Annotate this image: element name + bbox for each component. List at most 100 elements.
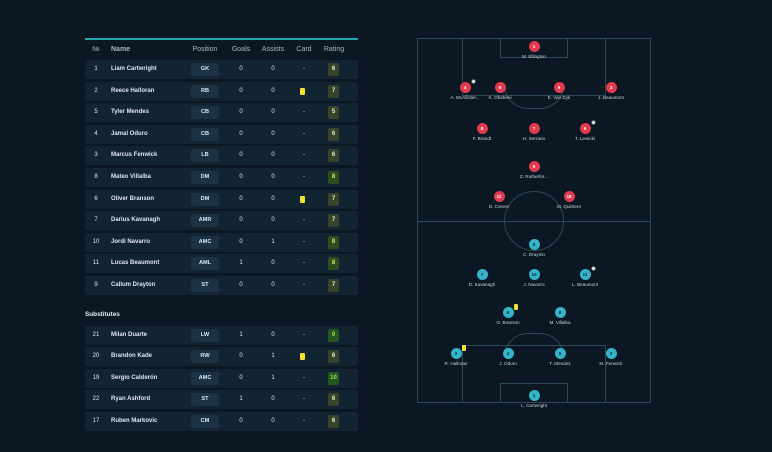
player-goals: 0 bbox=[239, 66, 243, 72]
player-short-name: D. Corvec bbox=[488, 204, 510, 209]
player-card: - bbox=[303, 173, 305, 180]
player-rating: 8 bbox=[328, 235, 339, 249]
table-row[interactable]: 9 Callum Drayton ST 0 0 - 7 bbox=[85, 275, 358, 295]
player-short-name: F. Brandt bbox=[472, 136, 492, 141]
player-card: - bbox=[303, 66, 305, 72]
player-short-name: J. Beaumont bbox=[598, 95, 624, 100]
player-name: Liam Cartwright bbox=[111, 66, 157, 72]
header-name: Name bbox=[111, 46, 131, 53]
player-short-name: M. Fenwick bbox=[599, 361, 623, 366]
player-card: - bbox=[303, 374, 305, 381]
player-rating: 6 bbox=[328, 63, 339, 76]
table-row[interactable]: 10 Jordi Navarro AMC 0 1 - 8 bbox=[85, 232, 358, 252]
home-player-marker[interactable]: 2 R. Halloran bbox=[426, 345, 486, 366]
player-goals: 0 bbox=[239, 238, 243, 245]
away-player-marker[interactable]: 6 K. Obafemi bbox=[470, 82, 530, 100]
player-position: AMR bbox=[191, 214, 219, 228]
home-player-marker[interactable]: 9 C. Drayton bbox=[504, 239, 564, 257]
player-dot: 10 bbox=[528, 269, 540, 280]
away-player-marker[interactable]: 9 Z. Rutherfor... bbox=[504, 161, 564, 179]
away-player-marker[interactable]: 1 M. Ellington bbox=[504, 41, 564, 59]
player-card: - bbox=[303, 417, 305, 424]
away-player-marker[interactable]: 6 T. Lewicki bbox=[555, 120, 615, 141]
home-player-marker[interactable]: 4 J. Oduro bbox=[478, 348, 538, 366]
player-dot: 8 bbox=[476, 123, 488, 134]
goal-ball-icon bbox=[591, 266, 596, 271]
player-assists: 0 bbox=[271, 130, 275, 137]
away-player-marker[interactable]: 3 J. Beaumont bbox=[581, 82, 641, 100]
table-row[interactable]: 5 Tyler Mendes CB 0 0 - 5 bbox=[85, 103, 358, 123]
table-row[interactable]: 20 Brandon Kade RW 0 1 6 bbox=[85, 347, 358, 367]
player-dot: 5 bbox=[553, 82, 565, 93]
player-card: - bbox=[303, 238, 305, 245]
table-row[interactable]: 2 Reece Halloran RB 0 0 7 bbox=[85, 81, 358, 101]
player-rating: 10 bbox=[328, 371, 339, 385]
table-row[interactable]: 7 Darius Kavanagh AMR 0 0 - 7 bbox=[85, 211, 358, 231]
player-short-name: K. Obafemi bbox=[488, 95, 512, 100]
header-card: Card bbox=[296, 46, 312, 53]
player-assists: 0 bbox=[271, 195, 275, 202]
player-goals: 1 bbox=[239, 331, 243, 338]
home-player-marker[interactable]: 1 L. Cartwright bbox=[504, 390, 564, 408]
away-player-marker[interactable]: 7 H. Serrano bbox=[504, 123, 564, 141]
table-header: № Name Position Goals Assists Card Ratin… bbox=[85, 38, 358, 60]
player-rating: 9 bbox=[328, 328, 339, 342]
header-rating: Rating bbox=[323, 46, 345, 53]
player-rating: 8 bbox=[328, 170, 339, 184]
home-player-marker[interactable]: 7 D. Kavanagh bbox=[452, 269, 512, 287]
player-goals: 1 bbox=[239, 396, 243, 403]
away-player-marker[interactable]: 5 E. Van Dyk bbox=[529, 82, 589, 100]
player-dot: 5 bbox=[554, 348, 566, 359]
away-player-marker[interactable]: 8 F. Brandt bbox=[452, 123, 512, 141]
home-player-marker[interactable]: 3 M. Fenwick bbox=[581, 348, 641, 366]
yellow-card-icon bbox=[514, 304, 518, 310]
player-goals: 0 bbox=[239, 217, 243, 224]
player-name: Jamal Oduro bbox=[111, 130, 148, 137]
table-row[interactable]: 17 Ruben Markovic CM 0 0 - 6 bbox=[85, 411, 358, 431]
player-rating: 6 bbox=[328, 393, 339, 407]
bottom-goal-box bbox=[500, 383, 568, 403]
home-player-marker[interactable]: 10 J. Navarro bbox=[504, 269, 564, 287]
home-player-marker[interactable]: 8 M. Villalba bbox=[530, 307, 590, 325]
player-name: Brandon Kade bbox=[111, 353, 153, 360]
player-dot: 10 bbox=[563, 191, 575, 202]
table-row[interactable]: 8 Mateo Villalba DM 0 0 - 8 bbox=[85, 167, 358, 187]
player-number: 5 bbox=[94, 109, 98, 116]
player-assists: 0 bbox=[271, 260, 275, 267]
lineup-table: № Name Position Goals Assists Card Ratin… bbox=[85, 38, 358, 434]
player-name: Milan Duarte bbox=[111, 331, 148, 338]
table-row[interactable]: 6 Oliver Branson DM 0 0 7 bbox=[85, 189, 358, 209]
table-row[interactable]: 21 Milan Duarte LW 1 0 - 9 bbox=[85, 325, 358, 345]
player-goals: 0 bbox=[239, 152, 243, 159]
table-row[interactable]: 3 Marcus Fenwick LB 0 0 - 6 bbox=[85, 146, 358, 166]
goal-ball-icon bbox=[591, 120, 596, 125]
player-position: CB bbox=[191, 127, 219, 141]
player-goals: 0 bbox=[239, 195, 243, 202]
away-player-marker[interactable]: 10 M. Quintero bbox=[539, 191, 599, 209]
player-name: Ruben Markovic bbox=[111, 417, 158, 424]
player-name: Darius Kavanagh bbox=[111, 217, 161, 224]
player-dot: 8 bbox=[554, 307, 566, 318]
table-row[interactable]: 19 Sergio Calderón AMC 0 1 - 10 bbox=[85, 368, 358, 388]
player-card: - bbox=[303, 217, 305, 224]
player-dot: 4 bbox=[502, 348, 514, 359]
table-row[interactable]: 22 Ryan Ashford ST 1 0 - 6 bbox=[85, 390, 358, 410]
player-dot: 6 bbox=[502, 307, 514, 318]
player-name: Marcus Fenwick bbox=[111, 152, 158, 159]
away-player-marker[interactable]: 11 D. Corvec bbox=[469, 191, 529, 209]
table-row[interactable]: 4 Jamal Oduro CB 0 0 - 6 bbox=[85, 124, 358, 144]
home-player-marker[interactable]: 6 O. Branson bbox=[478, 304, 538, 325]
table-row[interactable]: 11 Lucas Beaumont AML 1 0 - 8 bbox=[85, 254, 358, 274]
player-dot: 4 bbox=[459, 82, 471, 93]
home-player-marker[interactable]: 11 L. Beaumont bbox=[555, 266, 615, 287]
home-player-marker[interactable]: 5 T. Mendes bbox=[530, 348, 590, 366]
away-player-marker[interactable]: 4 A. McAllister... bbox=[435, 79, 495, 100]
header-num: № bbox=[92, 46, 100, 53]
table-row[interactable]: 1 Liam Cartwright GK 0 0 - 6 bbox=[85, 60, 358, 79]
player-dot: 7 bbox=[476, 269, 488, 280]
player-position: CB bbox=[191, 106, 219, 120]
player-position: ST bbox=[191, 278, 219, 292]
player-dot: 1 bbox=[528, 390, 540, 401]
player-rating: 7 bbox=[328, 214, 339, 228]
player-assists: 0 bbox=[271, 417, 275, 424]
